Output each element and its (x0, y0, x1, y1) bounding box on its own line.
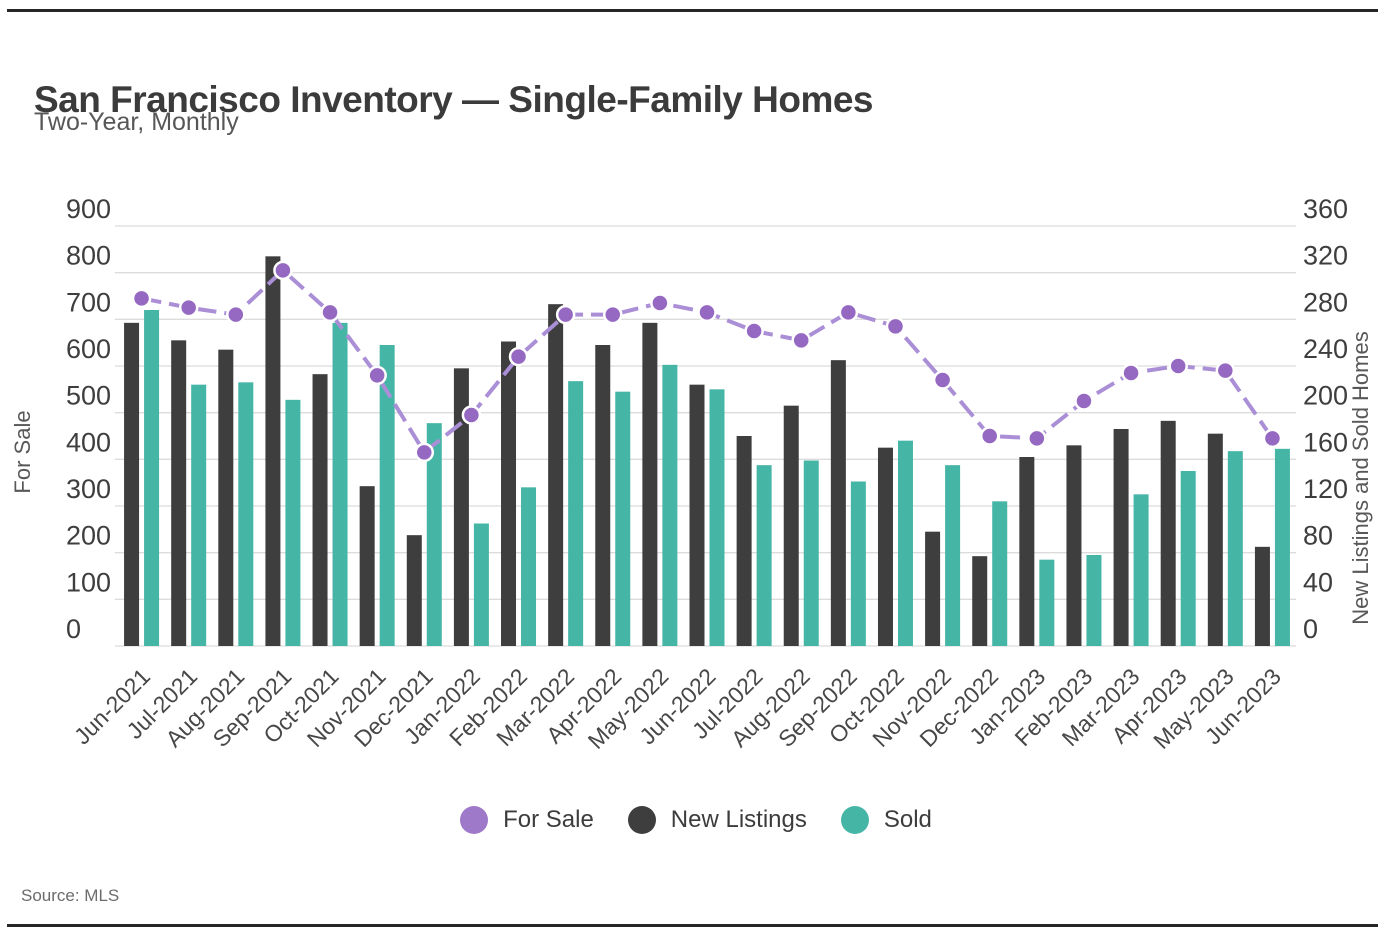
bars-new-listings (124, 256, 1270, 646)
bottom-border-rule (7, 924, 1378, 927)
svg-text:200: 200 (1303, 381, 1348, 411)
legend-label: New Listings (670, 806, 807, 833)
svg-text:0: 0 (66, 614, 81, 644)
svg-text:800: 800 (66, 241, 111, 271)
svg-text:0: 0 (1303, 614, 1318, 644)
svg-text:240: 240 (1303, 334, 1348, 364)
line-point (226, 304, 246, 325)
line-point (650, 293, 670, 313)
legend-swatch-icon (627, 806, 656, 834)
line-point (979, 426, 1000, 446)
source-note: Source: MLS (21, 886, 120, 905)
svg-text:New Listings and Sold Homes: New Listings and Sold Homes (1348, 331, 1373, 624)
svg-text:700: 700 (66, 287, 111, 317)
x-axis-labels: Jun-2021Jul-2021Aug-2021Sep-2021Oct-2021… (69, 663, 1286, 754)
line-point (932, 370, 953, 390)
svg-text:300: 300 (66, 474, 111, 504)
svg-text:200: 200 (66, 521, 111, 551)
line-point (1262, 428, 1283, 449)
chart-subtitle: Two-Year, Monthly (34, 108, 239, 136)
svg-text:360: 360 (1303, 194, 1348, 224)
line-point (555, 304, 576, 325)
top-border-rule (7, 9, 1378, 12)
line-point (744, 321, 764, 341)
legend-label: For Sale (503, 806, 594, 833)
svg-text:120: 120 (1303, 474, 1348, 504)
line-point (603, 304, 623, 325)
line-point (273, 260, 293, 281)
line-point (367, 365, 387, 386)
chart-title: San Francisco Inventory — Single-Family … (34, 78, 874, 120)
legend-swatch-icon (460, 806, 489, 834)
svg-text:400: 400 (66, 427, 111, 457)
legend-item-for-sale: For Sale (460, 806, 594, 834)
line-point (838, 302, 859, 323)
axis-titles: For Sale New Listings and Sold Homes (10, 331, 1373, 624)
svg-text:160: 160 (1303, 427, 1348, 457)
legend-label: Sold (883, 806, 932, 833)
line-point (178, 297, 199, 318)
y-axis-left-ticks: 0 100 200 300 400 500 600 700 800 900 (66, 194, 111, 644)
line-point (1074, 391, 1094, 411)
line-point (461, 405, 482, 425)
legend-item-new-listings: New Listings (627, 806, 807, 834)
svg-text:100: 100 (66, 567, 111, 597)
legend-item-sold: Sold (840, 806, 932, 834)
line-point (508, 346, 529, 367)
svg-text:500: 500 (66, 381, 111, 411)
line-point (1027, 428, 1047, 449)
svg-text:For Sale: For Sale (10, 410, 35, 493)
line-point (1121, 363, 1141, 383)
line-for-sale (131, 260, 1283, 463)
svg-text:80: 80 (1303, 521, 1333, 551)
line-point (1215, 360, 1236, 381)
line-point (697, 302, 717, 323)
line-point (320, 302, 340, 323)
line-point (131, 288, 152, 309)
svg-text:320: 320 (1303, 241, 1348, 271)
chart-legend: For Sale New Listings Sold (0, 806, 1392, 834)
legend-swatch-icon (840, 806, 869, 834)
line-point (791, 330, 811, 351)
y-axis-right-ticks: 0 40 80 120 160 200 240 280 320 360 (1303, 194, 1348, 644)
svg-text:40: 40 (1303, 567, 1333, 597)
svg-text:600: 600 (66, 334, 111, 364)
bars-sold (144, 310, 1290, 646)
line-point (414, 442, 435, 463)
line-point (885, 316, 906, 337)
line-point (1168, 356, 1188, 376)
chart-canvas: 0 100 200 300 400 500 600 700 800 900 0 40 80 120 160 2… (10, 194, 1373, 754)
svg-text:900: 900 (66, 194, 111, 224)
svg-text:280: 280 (1303, 287, 1348, 317)
